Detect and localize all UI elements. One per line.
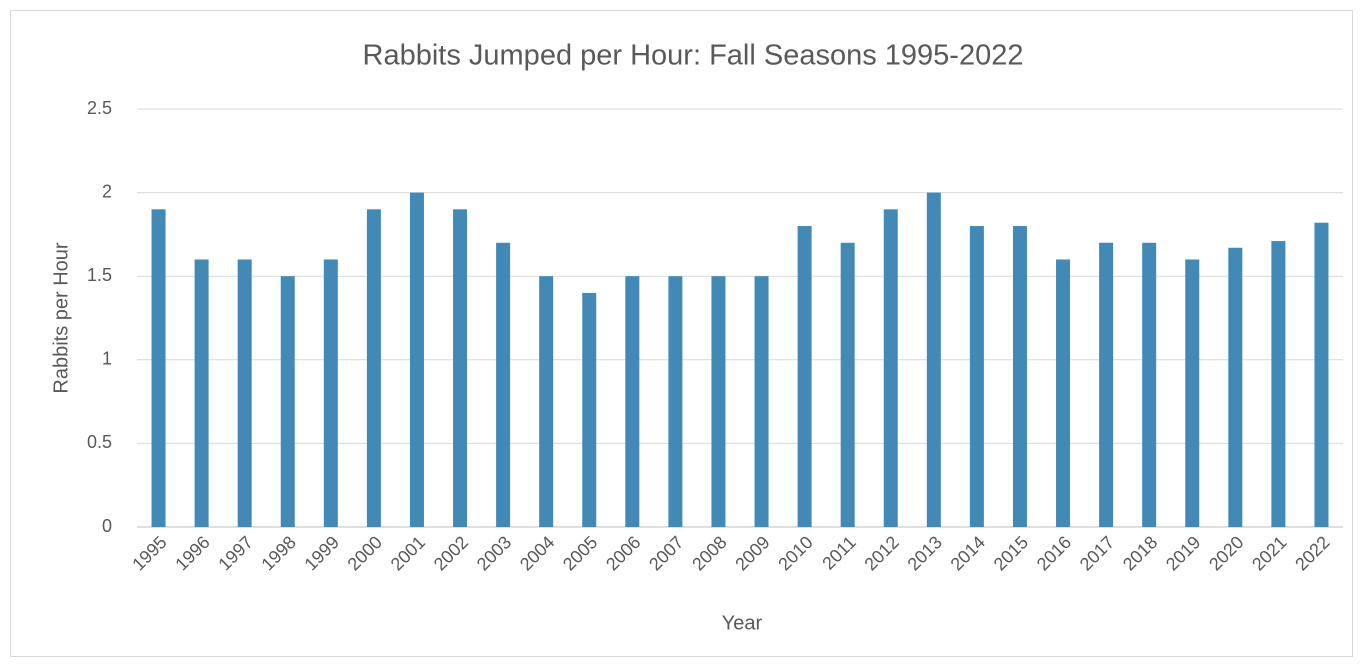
bar bbox=[711, 276, 726, 527]
bar bbox=[323, 259, 338, 527]
y-tick-label: 1.5 bbox=[87, 265, 112, 285]
bar bbox=[840, 242, 855, 527]
bar bbox=[151, 209, 166, 527]
bar bbox=[926, 192, 941, 527]
bar bbox=[1314, 222, 1329, 528]
x-axis-title: Year bbox=[722, 612, 763, 634]
bar bbox=[969, 226, 984, 528]
y-tick-label: 2 bbox=[102, 181, 112, 201]
bar bbox=[1271, 241, 1286, 527]
bar bbox=[625, 276, 640, 527]
bar bbox=[883, 209, 898, 527]
y-tick-label: 2.5 bbox=[87, 98, 112, 118]
bar bbox=[1099, 242, 1114, 527]
bar bbox=[409, 192, 424, 527]
bar bbox=[668, 276, 683, 527]
y-tick-label: 0 bbox=[102, 516, 112, 536]
bar bbox=[1056, 259, 1071, 527]
bar bbox=[280, 276, 295, 527]
y-tick-label: 0.5 bbox=[87, 432, 112, 452]
bar bbox=[1012, 226, 1027, 528]
y-tick-label: 1 bbox=[102, 349, 112, 369]
chart-title: Rabbits Jumped per Hour: Fall Seasons 19… bbox=[363, 40, 1024, 72]
bar bbox=[1142, 242, 1157, 527]
bar bbox=[1228, 247, 1243, 527]
bar bbox=[797, 226, 812, 528]
bar bbox=[1185, 259, 1200, 527]
bar bbox=[496, 242, 511, 527]
bar bbox=[453, 209, 468, 527]
bar bbox=[582, 292, 597, 527]
bar bbox=[539, 276, 554, 527]
bar bbox=[194, 259, 209, 527]
y-axis-title: Rabbits per Hour bbox=[50, 242, 72, 394]
bar bbox=[237, 259, 252, 527]
bar bbox=[754, 276, 769, 527]
bar bbox=[366, 209, 381, 527]
